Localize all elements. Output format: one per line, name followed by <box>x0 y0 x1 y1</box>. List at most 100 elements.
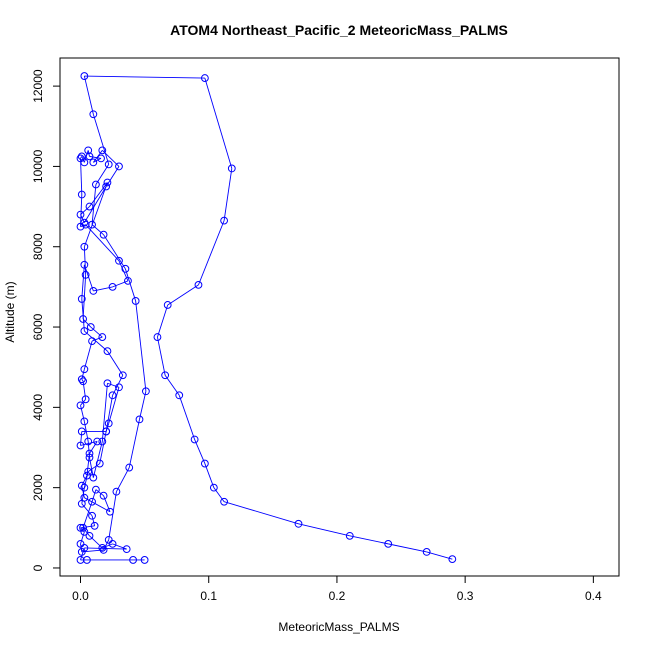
data-point <box>89 473 98 482</box>
data-point <box>345 531 354 540</box>
series-segment <box>83 75 94 115</box>
data-point <box>448 555 457 564</box>
series-segment <box>80 405 85 422</box>
data-point <box>81 395 90 404</box>
data-point <box>294 519 303 528</box>
series-segment <box>135 300 147 392</box>
data-point <box>79 377 87 386</box>
series-segment <box>204 77 233 169</box>
data-point <box>85 531 94 540</box>
data-point <box>131 297 140 305</box>
data-point <box>129 556 137 564</box>
data-point <box>77 295 86 303</box>
data-point <box>135 415 144 424</box>
x-axis-label: MeteoricMass_PALMS <box>278 620 399 634</box>
data-point <box>99 545 108 554</box>
data-point <box>102 182 111 191</box>
data-point <box>115 256 123 265</box>
series-segment <box>90 326 103 338</box>
series-segment <box>95 489 104 497</box>
series-segment <box>388 543 427 553</box>
series-segment <box>105 423 110 432</box>
data-point <box>112 487 121 496</box>
data-point <box>80 527 89 536</box>
data-point <box>79 523 87 532</box>
data-point <box>122 545 131 553</box>
series-segment <box>298 523 350 537</box>
data-point <box>384 539 393 548</box>
series-segment <box>87 441 90 458</box>
data-point <box>89 158 98 167</box>
data-point <box>194 280 203 289</box>
data-point <box>80 218 89 227</box>
x-tick-label: 0.3 <box>457 589 474 603</box>
series-segment <box>128 419 140 468</box>
series-segment <box>83 340 93 370</box>
series-segment <box>80 431 83 446</box>
x-tick-label: 0.4 <box>585 589 602 603</box>
series-segment <box>178 395 196 440</box>
series-segment <box>83 264 94 292</box>
x-tick-label: 0.0 <box>72 589 89 603</box>
series-segment <box>92 441 103 478</box>
data-point <box>220 216 229 225</box>
data-point <box>140 556 149 564</box>
series-segment <box>81 503 93 517</box>
data-point <box>99 230 108 239</box>
series-segment <box>124 268 137 302</box>
series-segment <box>105 395 114 432</box>
x-tick-label: 0.2 <box>329 589 346 603</box>
data-point <box>108 391 117 400</box>
x-tick-label: 0.1 <box>200 589 217 603</box>
data-point <box>99 491 108 500</box>
series-segment <box>83 186 107 223</box>
data-point <box>85 449 94 458</box>
chart-title: ATOM4 Northeast_Pacific_2 MeteoricMass_P… <box>170 22 508 38</box>
y-axis: 0 2000 4000 6000 8000 10000 12000 <box>31 69 61 571</box>
series-segment <box>91 489 97 502</box>
data-point <box>76 556 85 564</box>
data-point <box>104 160 113 169</box>
series-segment <box>82 318 92 328</box>
series-segment <box>99 431 107 464</box>
plot-frame <box>59 57 620 577</box>
series-segment <box>80 525 95 529</box>
data-point <box>80 365 89 374</box>
series-segment <box>80 531 85 545</box>
series-segment <box>89 155 102 159</box>
data-point <box>77 548 86 556</box>
series-segment <box>93 157 102 163</box>
series-segment <box>80 547 85 561</box>
data-point <box>190 435 199 444</box>
series-segment <box>81 485 85 498</box>
data-point <box>77 190 86 199</box>
series-segment <box>426 551 453 560</box>
y-tick-label: 10000 <box>31 149 45 183</box>
y-tick-label: 12000 <box>31 69 45 103</box>
series-segment <box>164 374 180 396</box>
series-segment <box>194 439 206 464</box>
series-segment <box>167 284 199 306</box>
data-point <box>80 260 89 269</box>
data-point <box>88 220 96 229</box>
series-segment <box>223 501 299 525</box>
series-segment <box>84 497 111 513</box>
data-point <box>98 543 107 552</box>
data-point <box>81 270 90 279</box>
data-point <box>153 333 162 341</box>
series-segment <box>80 399 86 406</box>
series-segment <box>81 487 85 504</box>
data-point <box>77 481 86 490</box>
series-segment <box>107 350 124 376</box>
data-point <box>118 371 127 380</box>
series-segment <box>156 336 166 376</box>
data-point <box>80 483 89 492</box>
series-segment <box>157 304 169 338</box>
y-tick-label: 0 <box>31 564 45 571</box>
data-point <box>161 371 170 380</box>
series-segment <box>116 467 130 492</box>
data-point <box>85 202 94 211</box>
series-segment <box>103 495 111 512</box>
data-point <box>163 301 172 309</box>
series-segment <box>103 539 110 551</box>
